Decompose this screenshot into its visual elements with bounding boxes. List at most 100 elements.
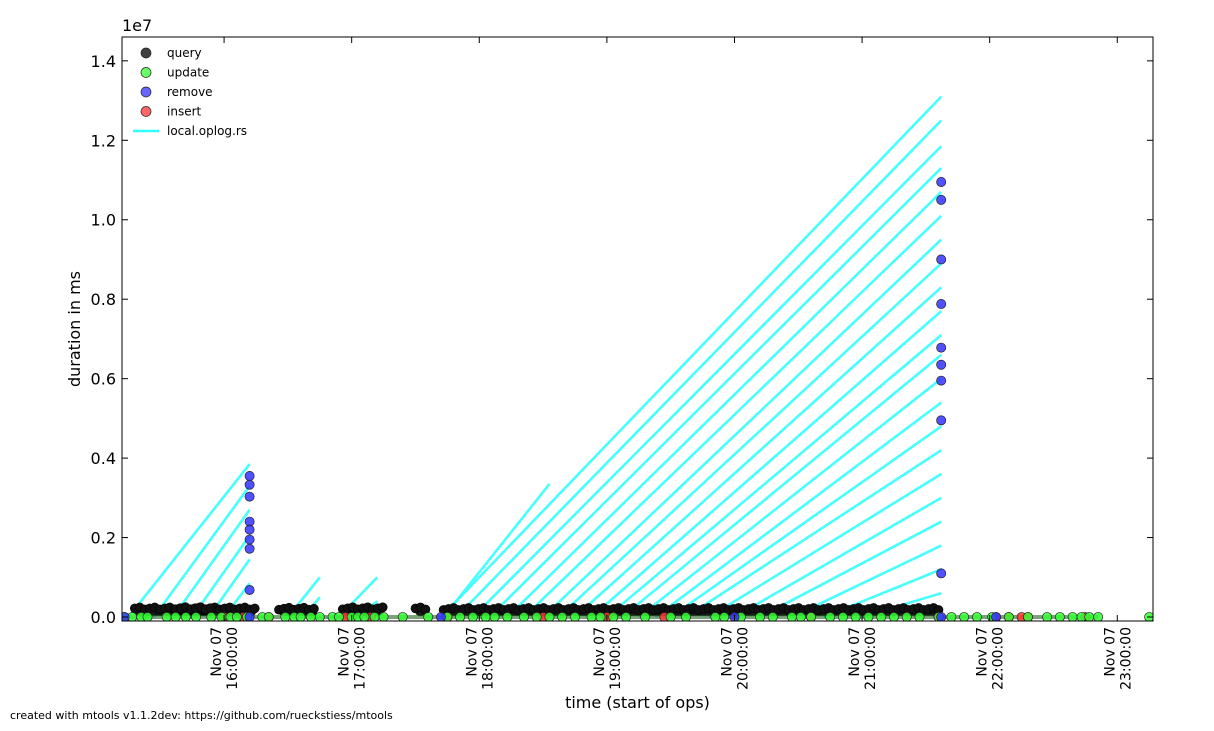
remove-point — [936, 612, 947, 621]
oplog-line — [759, 520, 942, 619]
x-tick-label-time: 20:00:00 — [735, 627, 751, 690]
update-point — [795, 612, 806, 621]
query-point — [377, 602, 388, 613]
remove-point — [244, 471, 255, 481]
update-point — [191, 612, 201, 621]
plot-area — [122, 95, 1153, 621]
y-multiplier-label: 1e7 — [122, 16, 152, 35]
remove-point — [244, 479, 255, 490]
update-point — [665, 612, 676, 621]
update-point — [502, 612, 513, 621]
remove-point — [936, 177, 947, 187]
footer-credit: created with mtools v1.1.2dev: https://g… — [10, 709, 393, 722]
update-point — [570, 612, 580, 621]
update-point — [263, 612, 274, 621]
oplog-line — [542, 238, 943, 618]
oplog-line — [171, 509, 251, 618]
oplog-line — [669, 425, 942, 619]
x-tick-label-time: 21:00:00 — [863, 627, 879, 690]
remove-point — [936, 342, 947, 353]
update-point — [837, 612, 848, 621]
oplog-line — [152, 485, 251, 618]
remove-point — [936, 194, 947, 205]
x-tick-label-date: Nov 07 — [209, 627, 225, 677]
query-point — [249, 603, 260, 614]
update-point — [231, 612, 242, 621]
update-point — [142, 612, 153, 621]
legend-label: local.oplog.rs — [167, 124, 247, 138]
update-point — [825, 612, 836, 621]
update-point — [518, 612, 529, 621]
x-tick-label-date: Nov 07 — [1102, 627, 1118, 677]
legend-marker-swatch — [140, 47, 152, 59]
oplog-line — [654, 401, 942, 619]
update-point — [1023, 612, 1033, 621]
update-point — [305, 612, 316, 621]
x-tick-label-time: 23:00:00 — [1118, 627, 1134, 690]
remove-point — [936, 254, 947, 265]
update-point — [1042, 612, 1053, 621]
x-tick-label: Nov 07 23:00:00 — [1102, 627, 1134, 690]
update-point — [1093, 612, 1104, 621]
update-point — [378, 612, 389, 621]
update-point — [531, 612, 542, 621]
remove-point — [244, 491, 255, 502]
remove-point — [244, 534, 255, 545]
update-point — [314, 612, 325, 621]
legend-marker-swatch — [140, 106, 152, 117]
update-point — [901, 612, 912, 621]
query-point — [205, 603, 216, 614]
update-point — [971, 612, 982, 621]
remove-point — [244, 585, 255, 595]
oplog-line — [471, 145, 943, 618]
update-point — [369, 612, 380, 621]
update-point — [914, 612, 925, 621]
update-point — [480, 612, 491, 621]
remove-point — [244, 543, 255, 554]
x-tick-label-time: 22:00:00 — [991, 627, 1007, 690]
update-point — [889, 612, 899, 621]
y-tick-label: 0.2 — [91, 529, 116, 548]
x-tick-label: Nov 07 16:00:00 — [209, 627, 241, 690]
oplog-line — [455, 119, 943, 618]
update-point — [710, 612, 721, 621]
x-axis-label: time (start of ops) — [565, 693, 710, 712]
x-tick-label: Nov 07 17:00:00 — [337, 627, 369, 690]
y-tick-label: 0.8 — [91, 290, 116, 309]
oplog-line — [708, 472, 942, 619]
update-point — [946, 612, 957, 621]
y-tick-label: 0.0 — [91, 608, 116, 627]
x-tick-label-date: Nov 07 — [337, 627, 353, 677]
update-point — [557, 612, 568, 621]
remove-point — [936, 359, 947, 370]
y-tick-label: 1.2 — [91, 131, 116, 150]
legend: query update remove insert local.oplog.rs — [133, 46, 247, 138]
y-tick-label: 0.6 — [91, 370, 116, 389]
x-tick-label: Nov 07 19:00:00 — [592, 627, 624, 690]
legend-label: remove — [167, 85, 213, 99]
x-tick-label: Nov 07 18:00:00 — [464, 627, 496, 690]
y-axis-label: duration in ms — [65, 271, 84, 387]
update-point — [359, 612, 370, 621]
remove-point — [936, 568, 947, 579]
x-tick-label-date: Nov 07 — [847, 627, 863, 677]
y-tick-label: 1.4 — [91, 52, 116, 71]
x-tick-label: Nov 07 22:00:00 — [975, 627, 1007, 690]
update-point — [681, 612, 691, 621]
x-tick-label-date: Nov 07 — [464, 627, 480, 677]
update-point — [397, 612, 408, 621]
legend-marker-swatch — [140, 67, 152, 78]
update-point — [1067, 612, 1078, 621]
oplog-line — [590, 310, 943, 619]
update-point — [333, 612, 344, 621]
legend-label: query — [167, 46, 202, 60]
update-point — [1084, 612, 1095, 621]
update-point — [863, 612, 874, 621]
remove-point — [936, 299, 947, 309]
x-tick-label: Nov 07 21:00:00 — [847, 627, 879, 690]
update-point — [608, 612, 619, 621]
update-point — [544, 612, 555, 621]
y-tick-label: 0.4 — [91, 449, 116, 468]
oplog-line — [127, 463, 251, 618]
update-point — [786, 612, 797, 621]
